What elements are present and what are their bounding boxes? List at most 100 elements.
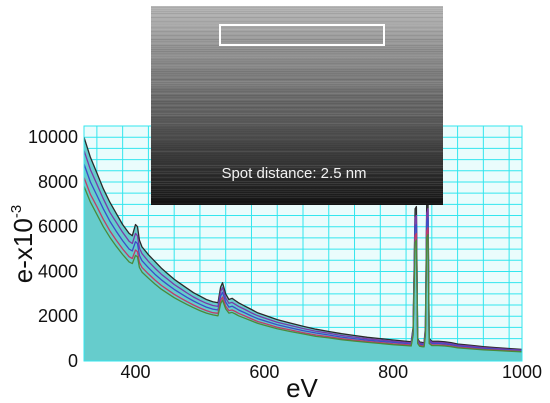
inset-streak xyxy=(151,107,443,108)
inset-streak xyxy=(151,55,443,56)
inset-streak xyxy=(151,69,443,70)
inset-streak xyxy=(151,19,443,20)
y-axis-ticks: 0 2000 4000 6000 8000 10000 xyxy=(28,127,78,371)
inset-streak xyxy=(151,27,443,28)
inset-streak xyxy=(151,151,443,152)
y-tick-label: 6000 xyxy=(38,217,78,237)
inset-streak xyxy=(151,177,443,178)
inset-streak xyxy=(151,79,443,80)
inset-streak xyxy=(151,43,443,44)
inset-streak xyxy=(151,171,443,172)
inset-streak xyxy=(151,109,443,110)
inset-streak xyxy=(151,97,443,98)
y-tick-label: 10000 xyxy=(28,127,78,147)
inset-streak xyxy=(151,131,443,132)
x-tick-label: 600 xyxy=(249,362,279,382)
inset-streak xyxy=(151,119,443,120)
inset-streak xyxy=(151,145,443,146)
inset-streak xyxy=(151,185,443,186)
inset-streak xyxy=(151,139,443,140)
region-of-interest-box xyxy=(219,24,385,46)
inset-streak xyxy=(151,187,443,188)
inset-streak xyxy=(151,67,443,68)
inset-streak xyxy=(151,159,443,160)
inset-streak xyxy=(151,11,443,12)
inset-streak xyxy=(151,165,443,166)
x-tick-label: 400 xyxy=(121,362,151,382)
inset-streak xyxy=(151,87,443,88)
inset-streak xyxy=(151,85,443,86)
microscopy-inset: Spot distance: 2.5 nm xyxy=(151,6,443,205)
inset-streak xyxy=(151,29,443,30)
inset-image xyxy=(151,6,443,205)
inset-streak xyxy=(151,91,443,92)
y-axis-title: e-x10-3 xyxy=(8,205,38,283)
inset-streak xyxy=(151,65,443,66)
inset-streak xyxy=(151,163,443,164)
inset-streak xyxy=(151,33,443,34)
inset-streak xyxy=(151,137,443,138)
inset-streak xyxy=(151,195,443,196)
y-axis-title-exponent: -3 xyxy=(8,205,25,218)
inset-streak xyxy=(151,117,443,118)
inset-streak xyxy=(151,183,443,184)
inset-streak xyxy=(151,149,443,150)
inset-streak xyxy=(151,111,443,112)
inset-streak xyxy=(151,127,443,128)
inset-streak xyxy=(151,113,443,114)
inset-streak xyxy=(151,175,443,176)
inset-streak xyxy=(151,133,443,134)
inset-streak xyxy=(151,105,443,106)
inset-streak xyxy=(151,7,443,8)
inset-streak xyxy=(151,189,443,190)
inset-streak xyxy=(151,101,443,102)
inset-streak xyxy=(151,157,443,158)
spectrum-series-line xyxy=(84,177,522,353)
inset-streak xyxy=(151,99,443,100)
spectrum-series-line xyxy=(84,150,522,351)
inset-streak xyxy=(151,21,443,22)
inset-streak xyxy=(151,13,443,14)
inset-streak xyxy=(151,167,443,168)
inset-image-streaks xyxy=(151,7,443,204)
inset-streak xyxy=(151,39,443,40)
inset-streak xyxy=(151,173,443,174)
spectrum-series-line xyxy=(84,163,522,352)
inset-streak xyxy=(151,93,443,94)
inset-streak xyxy=(151,135,443,136)
inset-streak xyxy=(151,143,443,144)
inset-streak xyxy=(151,161,443,162)
inset-streak xyxy=(151,61,443,62)
inset-streak xyxy=(151,77,443,78)
x-tick-label: 800 xyxy=(378,362,408,382)
inset-caption: Spot distance: 2.5 nm xyxy=(221,165,366,182)
inset-streak xyxy=(151,51,443,52)
inset-streak xyxy=(151,89,443,90)
inset-streak xyxy=(151,31,443,32)
inset-streak xyxy=(151,15,443,16)
y-tick-label: 0 xyxy=(68,351,78,371)
inset-streak xyxy=(151,191,443,192)
inset-streak xyxy=(151,53,443,54)
inset-streak xyxy=(151,129,443,130)
inset-streak xyxy=(151,123,443,124)
inset-streak xyxy=(151,9,443,10)
inset-streak xyxy=(151,41,443,42)
y-tick-label: 8000 xyxy=(38,172,78,192)
inset-streak xyxy=(151,103,443,104)
inset-streak xyxy=(151,73,443,74)
inset-streak xyxy=(151,115,443,116)
inset-streak xyxy=(151,199,443,200)
inset-streak xyxy=(151,23,443,24)
inset-streak xyxy=(151,57,443,58)
inset-streak xyxy=(151,203,443,204)
inset-streak xyxy=(151,37,443,38)
inset-streak xyxy=(151,125,443,126)
spectrum-series-line xyxy=(84,186,522,353)
inset-streak xyxy=(151,81,443,82)
inset-streak xyxy=(151,63,443,64)
x-axis-ticks: 400 600 800 1000 xyxy=(121,362,543,382)
inset-streak xyxy=(151,141,443,142)
x-axis-title: eV xyxy=(286,373,318,403)
inset-streak xyxy=(151,153,443,154)
